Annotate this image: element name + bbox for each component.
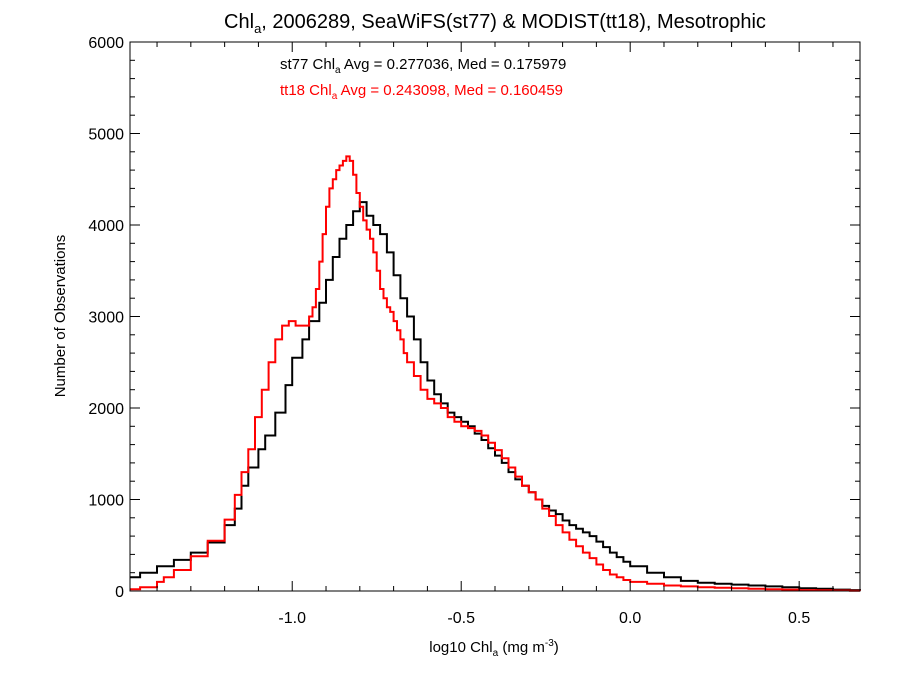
x-tick-label: 0.5 (788, 610, 810, 627)
x-axis-label-prefix: log10 Chl (429, 639, 492, 656)
y-tick-label: 4000 (88, 218, 124, 235)
title-prefix: Chl (224, 11, 254, 33)
x-tick-label: -0.5 (447, 610, 475, 627)
x-axis-label: log10 Chla (mg m-3) (429, 638, 559, 659)
chart-title: Chla, 2006289, SeaWiFS(st77) & MODIST(tt… (224, 11, 766, 36)
x-axis-label-subscript: a (493, 648, 499, 659)
annotation-st77-rest: Avg = 0.277036, Med = 0.175979 (341, 56, 567, 73)
y-tick-label: 0 (115, 584, 124, 601)
annotation-st77: st77 Chla Avg = 0.277036, Med = 0.175979 (280, 56, 566, 76)
y-axis-label: Number of Observations (52, 235, 69, 398)
y-tick-label: 2000 (88, 401, 124, 418)
x-axis-label-superscript: -3 (545, 638, 554, 649)
annotation-tt18: tt18 Chla Avg = 0.243098, Med = 0.160459 (280, 82, 563, 102)
y-tick-label: 1000 (88, 493, 124, 510)
annotation-st77-prefix: st77 Chl (280, 56, 335, 73)
series-line-0 (130, 201, 861, 592)
annotation-tt18-rest: Avg = 0.243098, Med = 0.160459 (337, 82, 563, 99)
x-axis-label-end: ) (554, 639, 559, 656)
title-subscript: a (254, 21, 262, 36)
annotation-st77-subscript: a (335, 65, 341, 76)
series-line-1 (130, 155, 861, 592)
annotation-tt18-subscript: a (332, 91, 338, 102)
plot-area: 0 1000 2000 3000 4000 5000 6000 -1.0 -0.5 0.0 0.5 (88, 35, 861, 627)
x-axis-label-mid: (mg m (498, 639, 545, 656)
x-tick-label: 0.0 (619, 610, 641, 627)
y-tick-label: 3000 (88, 310, 124, 327)
y-tick-label: 5000 (88, 127, 124, 144)
annotation-tt18-prefix: tt18 Chl (280, 82, 332, 99)
title-rest: , 2006289, SeaWiFS(st77) & MODIST(tt18),… (261, 11, 766, 33)
x-tick-label: -1.0 (278, 610, 306, 627)
y-tick-label: 6000 (88, 35, 124, 52)
